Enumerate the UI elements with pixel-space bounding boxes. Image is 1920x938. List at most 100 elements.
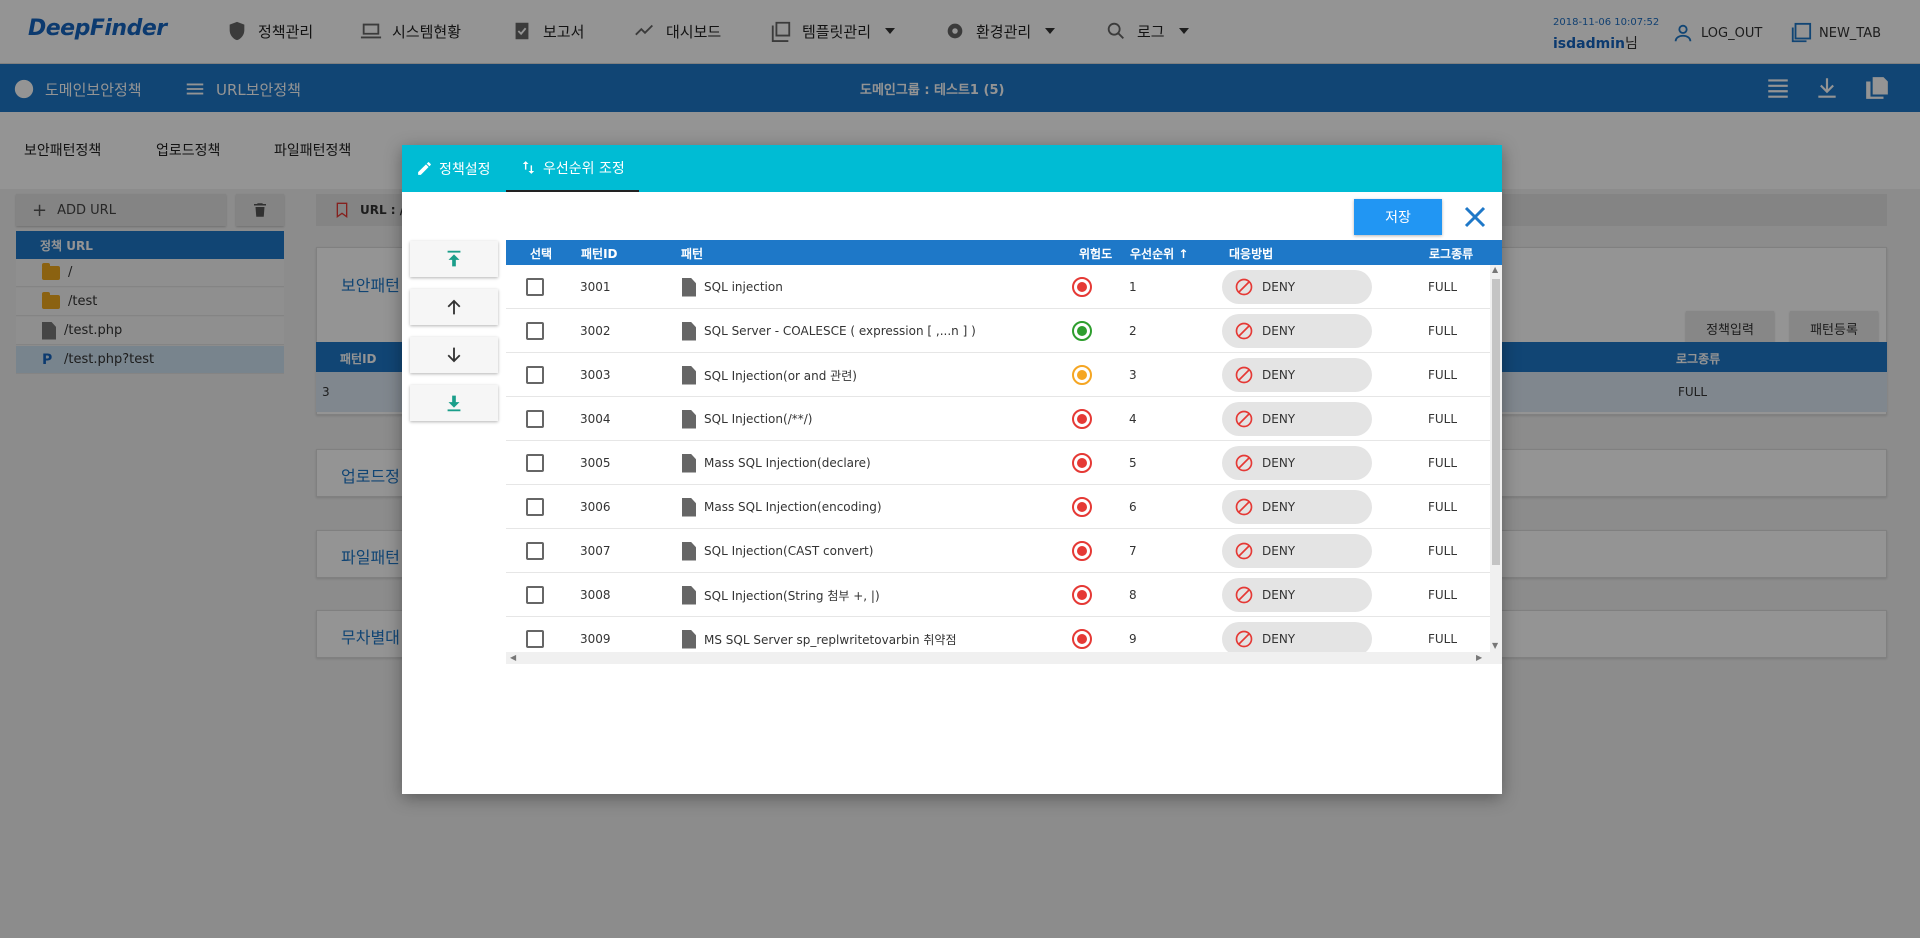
row-risk-cell (1072, 309, 1092, 353)
nav-log[interactable]: 로그 (1105, 18, 1189, 44)
deny-action-toggle[interactable]: DENY (1222, 534, 1372, 568)
table-row[interactable]: 3004 SQL Injection(/**/) 4 DENY FULL (506, 397, 1490, 441)
col-priority[interactable]: 우선순위 ↑ (1130, 245, 1188, 262)
section-title: 무차별대 (341, 628, 400, 647)
row-action-cell: DENY (1222, 485, 1372, 529)
table-row[interactable]: 3006 Mass SQL Injection(encoding) 6 DENY FUL… (506, 485, 1490, 529)
risk-level-icon (1072, 409, 1092, 429)
tab-policy-settings[interactable]: 정책설정 (402, 145, 505, 192)
scroll-right-arrow[interactable]: ▶ (1476, 653, 1483, 662)
table-row[interactable]: 3008 SQL Injection(String 첨부 +, |) 8 DENY FU… (506, 573, 1490, 617)
tab-upload-policy[interactable]: 업로드정책 (156, 143, 221, 159)
table-row[interactable]: 3003 SQL Injection(or and 관련) 3 DENY FULL (506, 353, 1490, 397)
table-row[interactable]: 3001 SQL injection 1 DENY FULL (506, 265, 1490, 309)
move-top-button[interactable] (410, 241, 498, 277)
download-button[interactable] (1814, 75, 1840, 101)
row-checkbox[interactable] (526, 366, 544, 384)
col-log-type[interactable]: 로그종류 (1429, 247, 1474, 261)
copy-button[interactable] (1864, 75, 1890, 101)
delete-url-button[interactable] (236, 194, 284, 226)
nav-policy[interactable]: 정책관리 (226, 18, 313, 44)
nav-system-status-label: 시스템현황 (392, 22, 462, 41)
domain-policy-label: 도메인보안정책 (45, 80, 142, 99)
download-icon (1818, 78, 1836, 98)
domain-policy-link[interactable]: 도메인보안정책 (13, 78, 142, 100)
row-checkbox[interactable] (526, 498, 544, 516)
close-button[interactable] (1460, 202, 1490, 232)
deny-action-toggle[interactable]: DENY (1222, 270, 1372, 304)
move-bottom-button[interactable] (410, 385, 498, 421)
nav-system-status[interactable]: 시스템현황 (360, 18, 461, 44)
app-logo[interactable]: DeepFinder (28, 16, 167, 41)
row-checkbox[interactable] (526, 586, 544, 604)
nav-reports[interactable]: 보고서 (511, 18, 584, 44)
row-checkbox[interactable] (526, 630, 544, 648)
row-risk-cell (1072, 617, 1092, 661)
modal-tab-bar: 정책설정 우선순위 조정 (402, 145, 1502, 192)
col-select[interactable]: 선택 (530, 247, 553, 261)
deny-action-toggle[interactable]: DENY (1222, 358, 1372, 392)
col-pattern[interactable]: 패턴 (681, 247, 704, 261)
row-checkbox[interactable] (526, 322, 544, 340)
row-pattern: SQL Injection(CAST convert) (704, 544, 874, 558)
tree-item-label: /test.php (64, 323, 123, 338)
row-select-cell (526, 353, 544, 397)
block-icon (1235, 498, 1253, 516)
policy-input-button[interactable]: 정책입력 (1686, 311, 1774, 345)
deny-action-toggle[interactable]: DENY (1222, 578, 1372, 612)
table-row[interactable]: 3005 Mass SQL Injection(declare) 5 DENY FULL (506, 441, 1490, 485)
chevron-down-icon (1178, 28, 1189, 34)
tab-priority-adjust[interactable]: 우선순위 조정 (506, 145, 639, 192)
row-pattern-cell: Mass SQL Injection(declare) (682, 441, 871, 485)
deny-action-toggle[interactable]: DENY (1222, 314, 1372, 348)
new-tab-button[interactable]: NEW_TAB (1790, 22, 1881, 44)
table-row[interactable]: 3007 SQL Injection(CAST convert) 7 DENY FULL (506, 529, 1490, 573)
nav-environment[interactable]: 환경관리 (944, 18, 1056, 44)
section-title: 업로드정 (341, 467, 400, 486)
nav-dashboard-label: 대시보드 (666, 22, 722, 41)
tab-file-pattern[interactable]: 파일패턴정책 (274, 143, 352, 159)
row-checkbox[interactable] (526, 542, 544, 560)
nav-dashboard[interactable]: 대시보드 (634, 18, 721, 44)
deny-action-toggle[interactable]: DENY (1222, 446, 1372, 480)
tree-item-test[interactable]: /test (16, 288, 284, 316)
file-icon (682, 585, 696, 605)
tree-item-root[interactable]: / (16, 259, 284, 287)
row-checkbox[interactable] (526, 410, 544, 428)
col-action[interactable]: 대응방법 (1229, 247, 1274, 261)
add-url-button[interactable]: + ADD URL (16, 194, 226, 226)
save-button[interactable]: 저장 (1354, 199, 1442, 235)
move-down-button[interactable] (410, 337, 498, 373)
pattern-register-button[interactable]: 패턴등록 (1790, 311, 1878, 345)
scroll-up-arrow[interactable]: ▲ (1492, 265, 1499, 274)
deny-action-toggle[interactable]: DENY (1222, 402, 1372, 436)
row-checkbox[interactable] (526, 278, 544, 296)
horizontal-scrollbar[interactable]: ◀ ▶ (506, 652, 1502, 664)
scroll-left-arrow[interactable]: ◀ (510, 653, 517, 662)
table-row[interactable]: 3002 SQL Server - COALESCE ( expression [… (506, 309, 1490, 353)
scroll-down-arrow[interactable]: ▼ (1492, 641, 1499, 650)
row-action-cell: DENY (1222, 441, 1372, 485)
col-risk[interactable]: 위험도 (1079, 247, 1113, 261)
vertical-scrollbar[interactable]: ▲ ▼ (1490, 265, 1502, 652)
nav-templates[interactable]: 템플릿관리 (770, 18, 896, 44)
close-icon (1464, 206, 1486, 228)
file-icon (682, 409, 696, 429)
url-title: URL : /t (360, 203, 410, 217)
tree-item-test-php-param[interactable]: P /test.php?test (16, 346, 284, 374)
block-icon (1235, 542, 1253, 560)
url-policy-link[interactable]: URL보안정책 (184, 78, 301, 100)
deny-action-toggle[interactable]: DENY (1222, 622, 1372, 656)
move-up-button[interactable] (410, 289, 498, 325)
list-view-button[interactable] (1765, 75, 1791, 101)
tree-item-test-php[interactable]: /test.php (16, 317, 284, 345)
nav-reports-label: 보고서 (543, 22, 585, 41)
deny-action-toggle[interactable]: DENY (1222, 490, 1372, 524)
tab-security-pattern[interactable]: 보안패턴정책 (24, 143, 102, 159)
col-pattern-id[interactable]: 패턴ID (581, 247, 618, 261)
logout-button[interactable]: LOG_OUT (1672, 22, 1762, 44)
scroll-thumb[interactable] (1492, 279, 1500, 565)
copy-icon (1866, 77, 1888, 99)
row-log-type: FULL (1428, 544, 1458, 558)
row-checkbox[interactable] (526, 454, 544, 472)
